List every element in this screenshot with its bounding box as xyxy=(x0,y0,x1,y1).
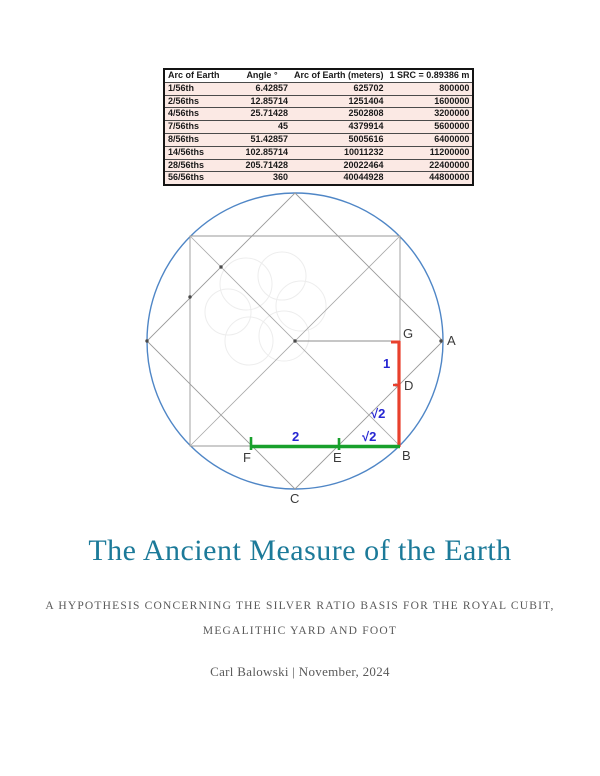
author-line: Carl Balowski | November, 2024 xyxy=(210,664,390,679)
table-cell: 11200000 xyxy=(386,145,474,160)
arc-of-earth-table: Arc of Earth Angle ° Arc of Earth (meter… xyxy=(163,68,475,187)
header-arc-meters: Arc of Earth (meters) xyxy=(291,69,387,83)
header-angle: Angle ° xyxy=(233,69,291,83)
table-row: 8/56ths 51.42857 5005616 6400000 xyxy=(164,132,474,147)
table-cell: 1/56th xyxy=(164,81,233,96)
table-cell: 205.71428 xyxy=(233,158,291,172)
faint-flower-sketch xyxy=(204,251,327,366)
table-cell: 14/56ths xyxy=(164,145,233,160)
subtitle: A HYPOTHESIS CONCERNING THE SILVER RATIO… xyxy=(0,594,600,643)
page-title: The Ancient Measure of the Earth xyxy=(88,534,512,567)
table-cell: 44800000 xyxy=(386,171,474,186)
point-label-c: C xyxy=(290,491,299,506)
table-cell: 102.85714 xyxy=(233,145,291,160)
table-row: 56/56ths 360 40044928 44800000 xyxy=(164,171,474,186)
table-cell: 2502808 xyxy=(291,107,387,121)
table-cell: 12.85714 xyxy=(233,94,291,108)
table-cell: 5600000 xyxy=(386,120,474,134)
table-cell: 51.42857 xyxy=(233,132,291,147)
table-cell: 20022464 xyxy=(291,158,387,172)
table-body: 1/56th 6.42857 625702 800000 2/56ths 12.85714… xyxy=(164,81,474,186)
table-row: 2/56ths 12.85714 1251404 1600000 xyxy=(164,94,474,108)
geometry-diagram: G A D B E F C 1 √2 2 √2 xyxy=(145,192,456,506)
table-cell: 40044928 xyxy=(291,171,387,186)
header-arc-of-earth: Arc of Earth xyxy=(164,69,233,83)
measure-label-1: 1 xyxy=(383,356,390,371)
table-cell: 4/56ths xyxy=(164,107,233,121)
table-cell: 22400000 xyxy=(386,158,474,172)
table-cell: 25.71428 xyxy=(233,107,291,121)
point-label-f: F xyxy=(243,450,251,465)
point-label-a: A xyxy=(447,333,456,348)
table-row: 14/56ths 102.85714 10011232 11200000 xyxy=(164,145,474,160)
point-label-d: D xyxy=(404,378,413,393)
table-cell: 10011232 xyxy=(291,145,387,160)
table-row: 7/56ths 45 4379914 5600000 xyxy=(164,120,474,134)
table-cell: 7/56ths xyxy=(164,120,233,134)
table-cell: 4379914 xyxy=(291,120,387,134)
measure-label-root2-horizontal: √2 xyxy=(362,429,376,444)
table-cell: 800000 xyxy=(386,81,474,96)
table-cell: 5005616 xyxy=(291,132,387,147)
table-cell: 1600000 xyxy=(386,94,474,108)
table-cell: 1251404 xyxy=(291,94,387,108)
table-row: 4/56ths 25.71428 2502808 3200000 xyxy=(164,107,474,121)
table-cell: 8/56ths xyxy=(164,132,233,147)
measure-label-root2-vertical: √2 xyxy=(371,406,385,421)
table-cell: 6.42857 xyxy=(233,81,291,96)
header-src: 1 SRC = 0.89386 m xyxy=(386,69,474,83)
table-cell: 625702 xyxy=(291,81,387,96)
table-header-row: Arc of Earth Angle ° Arc of Earth (meter… xyxy=(164,69,474,83)
table-row: 1/56th 6.42857 625702 800000 xyxy=(164,81,474,96)
red-segment-g-b xyxy=(391,340,401,447)
table-cell: 45 xyxy=(233,120,291,134)
rotated-square xyxy=(146,192,444,490)
table-cell: 3200000 xyxy=(386,107,474,121)
point-label-b: B xyxy=(402,448,411,463)
measure-label-2: 2 xyxy=(292,429,299,444)
table-cell: 28/56ths xyxy=(164,158,233,172)
subtitle-line-1: A HYPOTHESIS CONCERNING THE SILVER RATIO… xyxy=(45,600,555,612)
table-cell: 56/56ths xyxy=(164,171,233,186)
table-row: 28/56ths 205.71428 20022464 22400000 xyxy=(164,158,474,172)
point-label-g: G xyxy=(403,326,413,341)
point-label-e: E xyxy=(333,450,342,465)
table-cell: 2/56ths xyxy=(164,94,233,108)
subtitle-line-2: MEGALITHIC YARD AND FOOT xyxy=(202,624,398,637)
green-segment-f-b xyxy=(249,437,400,450)
table-cell: 6400000 xyxy=(386,132,474,147)
table-cell: 360 xyxy=(233,171,291,186)
